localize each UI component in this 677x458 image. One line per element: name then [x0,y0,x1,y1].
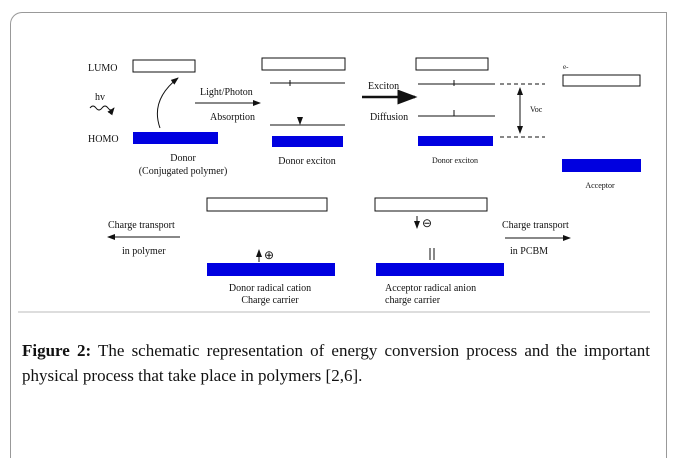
label: Acceptor [585,181,615,190]
label: Absorption [210,112,255,123]
label: LUMO [88,63,117,74]
label: Donor exciton [432,156,478,165]
shapes [18,57,650,313]
label: hv [95,92,105,103]
label: Acceptor radical anion [385,283,476,294]
label: (Conjugated polymer) [139,166,228,177]
label: Donor [170,153,196,164]
label: Charge transport [108,220,175,231]
label: Voc [530,105,543,114]
caption-label: Figure 2: [22,341,92,360]
label: in polymer [122,246,166,257]
label: Diffusion [370,112,408,123]
label: Charge transport [502,220,569,231]
label: ⊖ [422,216,432,230]
label: ⊕ [264,248,274,262]
label: charge carrier [385,295,441,306]
label: in PCBM [510,246,548,257]
label: HOMO [88,134,119,145]
caption: Figure 2: The schematic representation o… [22,338,650,388]
label: e- [563,63,569,71]
label: Donor exciton [278,156,336,167]
label: Exciton [368,81,399,92]
label: Charge carrier [241,295,299,306]
figure-box [10,12,667,458]
label: Donor radical cation [229,283,311,294]
caption-text: The schematic representation of energy c… [22,341,651,385]
label: Light/Photon [200,87,253,98]
diagram: LUMO HOMO hv Light/Photon Absorption Don… [18,57,650,313]
